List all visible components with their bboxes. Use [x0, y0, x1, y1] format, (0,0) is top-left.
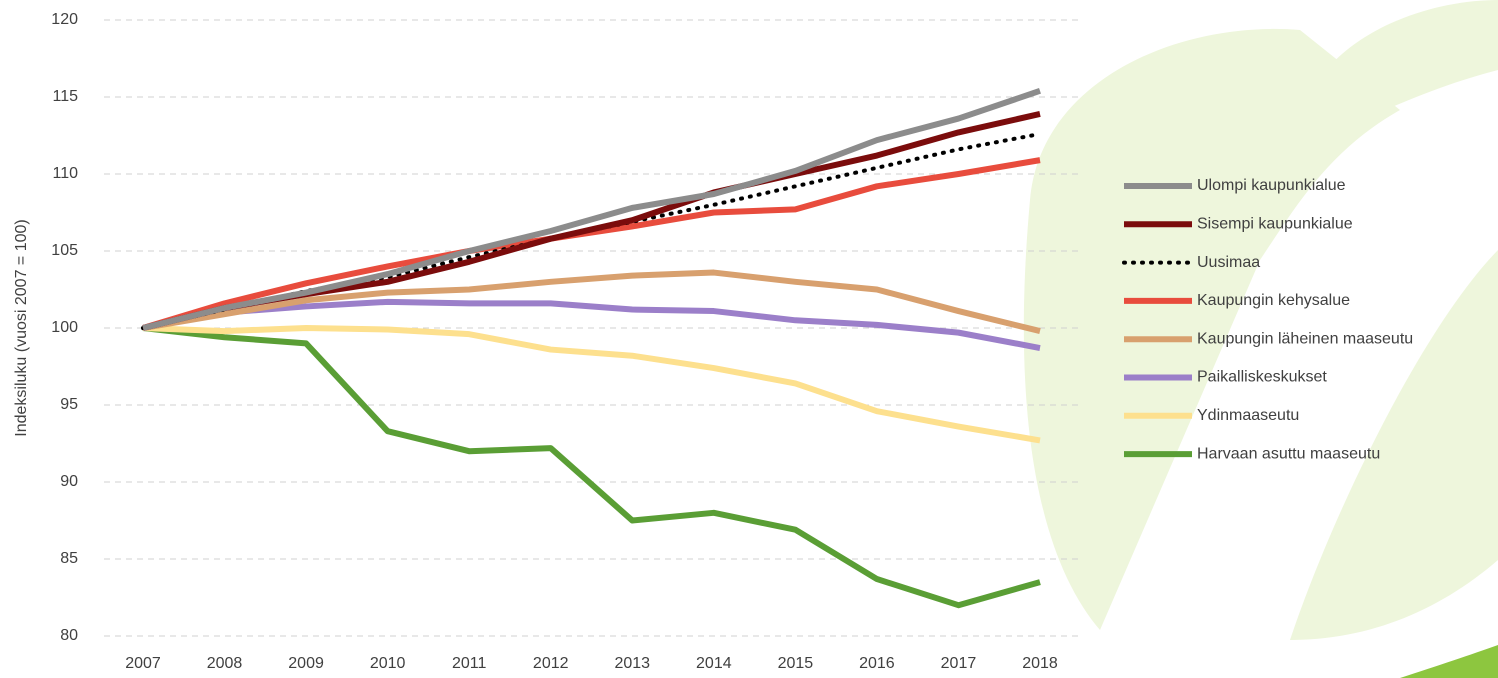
x-tick-label: 2009: [288, 655, 324, 672]
series-line: [143, 328, 1040, 440]
y-tick-label: 95: [60, 396, 78, 413]
legend-label: Uusimaa: [1197, 254, 1260, 271]
legend-label: Ydinmaaseutu: [1197, 407, 1299, 424]
x-tick-label: 2016: [859, 655, 895, 672]
legend-label: Paikalliskeskukset: [1197, 369, 1327, 386]
y-tick-label: 80: [60, 627, 78, 644]
series-line: [143, 328, 1040, 605]
legend-label: Kaupungin läheinen maaseutu: [1197, 330, 1413, 347]
y-tick-label: 120: [51, 11, 78, 28]
y-tick-label: 110: [52, 165, 78, 182]
x-tick-label: 2015: [778, 655, 814, 672]
x-tick-label: 2007: [125, 655, 161, 672]
x-tick-label: 2011: [452, 655, 487, 672]
y-tick-label: 115: [52, 88, 78, 105]
x-tick-label: 2018: [1022, 655, 1058, 672]
legend-label: Harvaan asuttu maaseutu: [1197, 445, 1380, 462]
y-tick-label: 105: [51, 242, 78, 259]
x-tick-label: 2010: [370, 655, 406, 672]
chart: Indeksiluku (vuosi 2007 = 100) 80 85 90 95 1…: [0, 0, 1498, 678]
x-tick-label: 2014: [696, 655, 732, 672]
x-tick-label: 2013: [614, 655, 650, 672]
y-tick-label: 85: [60, 550, 78, 567]
y-axis-label: Indeksiluku (vuosi 2007 = 100): [13, 219, 30, 436]
x-tick-label: 2008: [207, 655, 243, 672]
legend-label: Ulompi kaupunkialue: [1197, 177, 1346, 194]
x-tick-label: 2017: [941, 655, 977, 672]
legend-label: Sisempi kaupunkialue: [1197, 216, 1353, 233]
y-tick-label: 100: [51, 319, 78, 336]
y-tick-label: 90: [60, 473, 78, 490]
legend-label: Kaupungin kehysalue: [1197, 292, 1350, 309]
x-tick-label: 2012: [533, 655, 569, 672]
